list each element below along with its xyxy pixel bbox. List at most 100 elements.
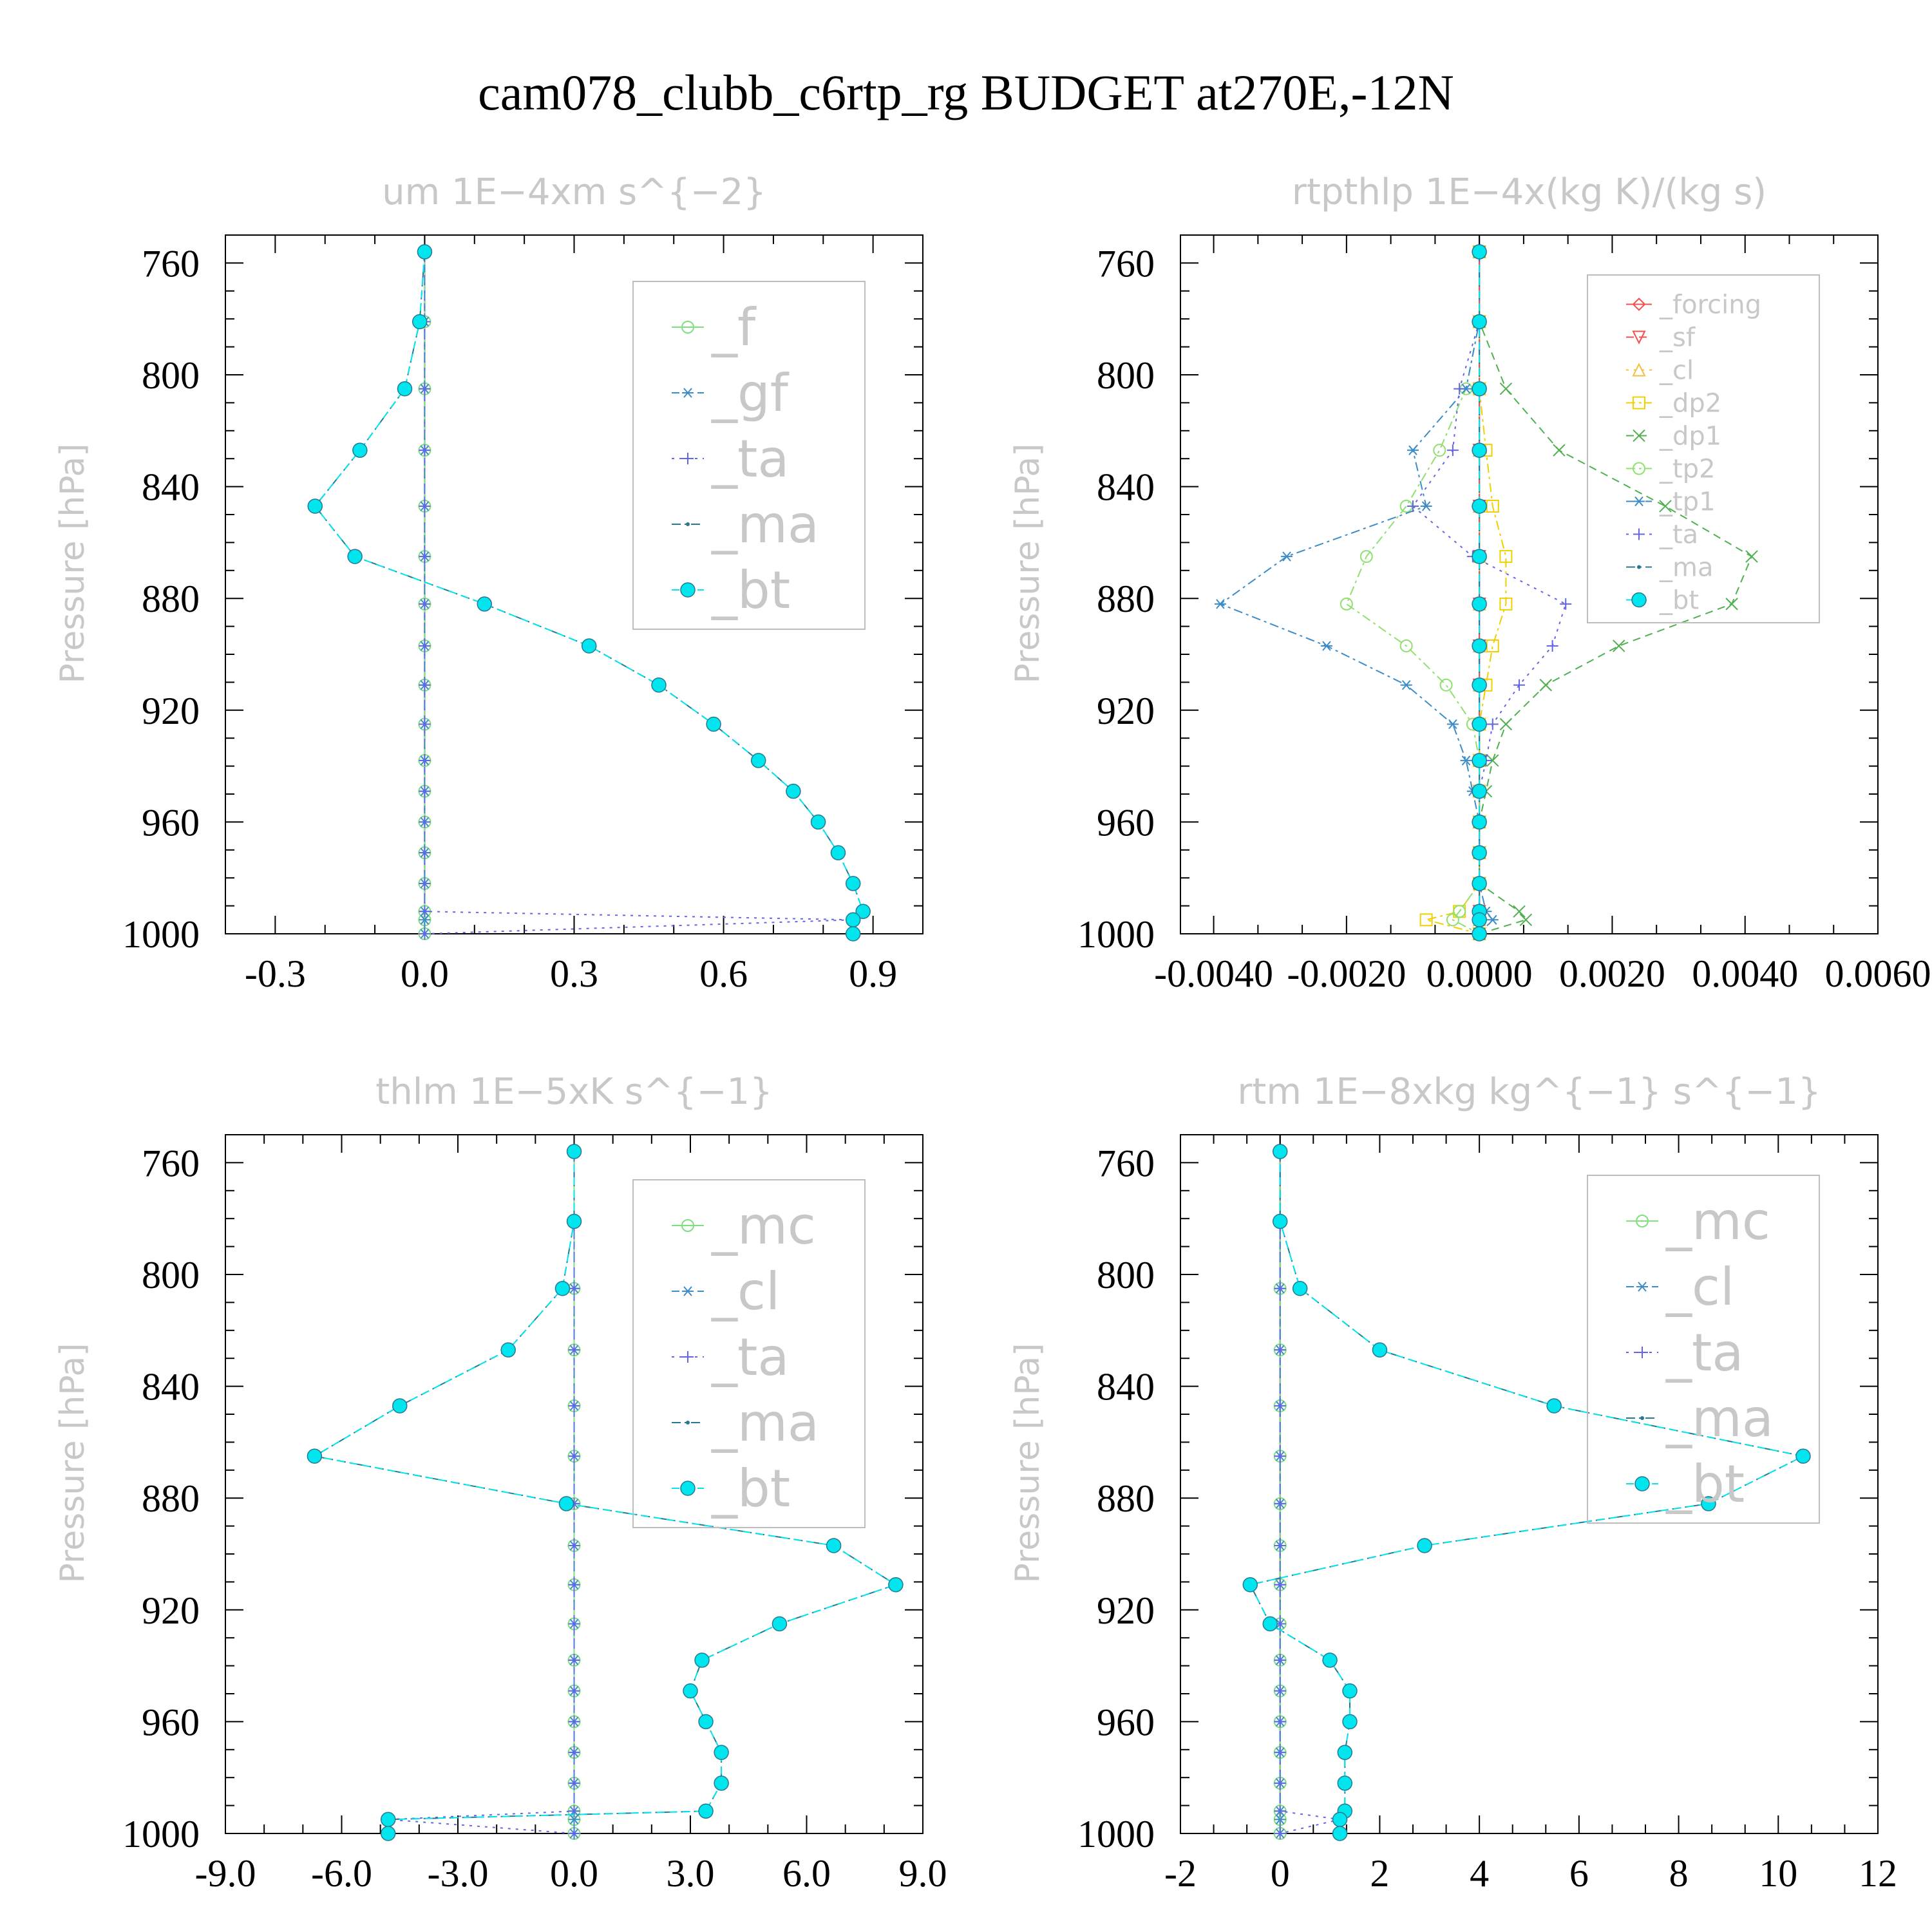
chart-title: um 1E−4xm s^{−2} (382, 171, 766, 213)
y-tick-label: 960 (1097, 801, 1155, 844)
data-point (568, 1828, 580, 1839)
x-tick-label: 8 (1669, 1852, 1689, 1895)
legend-label: _ta (1665, 1323, 1743, 1383)
data-point (1242, 1577, 1258, 1593)
data-point (1539, 679, 1552, 692)
chart-title: thlm 1E−5xK s^{−1} (375, 1071, 773, 1113)
x-tick-label: 10 (1759, 1852, 1797, 1895)
legend: _mc _cl _ta_ma_bt (632, 1179, 866, 1528)
data-point (392, 1398, 408, 1414)
x-tick-label: 12 (1859, 1852, 1897, 1895)
data-point (1281, 551, 1293, 562)
data-point (1332, 1826, 1348, 1841)
data-point (1372, 1342, 1388, 1358)
x-tick-label: -2 (1164, 1852, 1197, 1895)
legend-label: _sf (1659, 323, 1696, 353)
data-point (352, 442, 368, 458)
data-point (568, 1578, 580, 1591)
data-point (307, 1448, 323, 1464)
series-line (388, 1151, 575, 1834)
data-point (568, 1450, 580, 1463)
data-point (568, 1777, 580, 1789)
data-point (1472, 498, 1487, 514)
data-point (1513, 679, 1526, 691)
series-bt (1472, 244, 1487, 942)
legend: _forcing_sf_cl_dp2 _dp1 _tp2 _tp1 _ta_ma_bt (1587, 274, 1820, 623)
data-point (419, 639, 431, 652)
data-point (845, 912, 861, 928)
data-point (1486, 914, 1499, 925)
legend-marker (1634, 1476, 1650, 1492)
y-tick-label: 760 (1097, 1142, 1155, 1184)
y-tick-label: 840 (142, 466, 200, 509)
data-point (1472, 549, 1487, 564)
data-point (1472, 244, 1487, 260)
data-point (1274, 1399, 1286, 1412)
data-point (1460, 755, 1472, 766)
legend-label: _bt (711, 560, 790, 620)
x-tick-label: -6.0 (311, 1852, 372, 1895)
legend-marker (1636, 1282, 1648, 1292)
data-point (397, 381, 413, 397)
data-point (1274, 1578, 1286, 1591)
y-tick-label: 920 (1097, 1589, 1155, 1632)
data-point (1272, 1213, 1288, 1229)
data-point (1274, 1685, 1286, 1697)
data-point (694, 1653, 710, 1668)
legend-label: _bt (1659, 586, 1699, 616)
data-point (417, 244, 433, 260)
data-point (1453, 905, 1466, 918)
data-point (1419, 913, 1433, 927)
y-tick-label: 1000 (1077, 913, 1155, 956)
x-tick-label: 0.3 (550, 952, 598, 995)
series-tp1 (1214, 247, 1499, 939)
legend-label: _f (711, 298, 757, 357)
y-axis-label: Pressure [hPa] (1009, 1343, 1047, 1583)
legend-marker (1632, 330, 1646, 345)
y-tick-label: 800 (1097, 1254, 1155, 1296)
data-point (1472, 753, 1487, 768)
x-tick-label: 0.6 (699, 952, 748, 995)
data-point (1417, 1538, 1432, 1553)
data-point (1745, 550, 1758, 563)
data-point (1262, 1616, 1278, 1632)
y-tick-label: 1000 (122, 1813, 200, 1855)
data-point (1472, 442, 1487, 458)
panels: um 1E−4xm s^{−2} Pressure [hPa] 760 800 840 8… (53, 171, 1931, 1895)
data-point (772, 1616, 788, 1632)
legend-label: _dp1 (1659, 422, 1721, 451)
data-point (845, 876, 861, 891)
series-ta (419, 246, 859, 940)
data-point (1274, 1777, 1286, 1789)
data-point (1613, 639, 1625, 652)
data-point (419, 905, 431, 918)
legend-marker (1637, 565, 1641, 569)
data-point (683, 1683, 698, 1699)
legend-marker (1640, 1416, 1644, 1420)
legend-label: _ma (711, 495, 819, 554)
data-point (1274, 1450, 1286, 1463)
data-point (1560, 598, 1572, 610)
data-point (1499, 550, 1513, 564)
legend-box (1587, 1175, 1820, 1524)
data-point (1659, 500, 1672, 513)
legend-marker (1632, 298, 1646, 311)
data-point (786, 783, 801, 799)
legend-box (1587, 274, 1820, 623)
data-point (888, 1577, 904, 1593)
y-tick-label: 920 (1097, 690, 1155, 732)
legend-marker (1631, 592, 1647, 608)
plot-frame (1180, 234, 1879, 934)
x-tick-label: 0.0040 (1692, 952, 1798, 995)
data-point (1546, 639, 1558, 652)
data-point (419, 383, 431, 395)
data-point (419, 877, 431, 889)
data-point (419, 754, 431, 766)
data-point (568, 1814, 580, 1824)
legend-label: _mc (711, 1196, 816, 1256)
data-point (419, 847, 431, 859)
legend-label: _cl (711, 1262, 780, 1321)
data-point (566, 1144, 582, 1159)
data-point (698, 1714, 714, 1730)
